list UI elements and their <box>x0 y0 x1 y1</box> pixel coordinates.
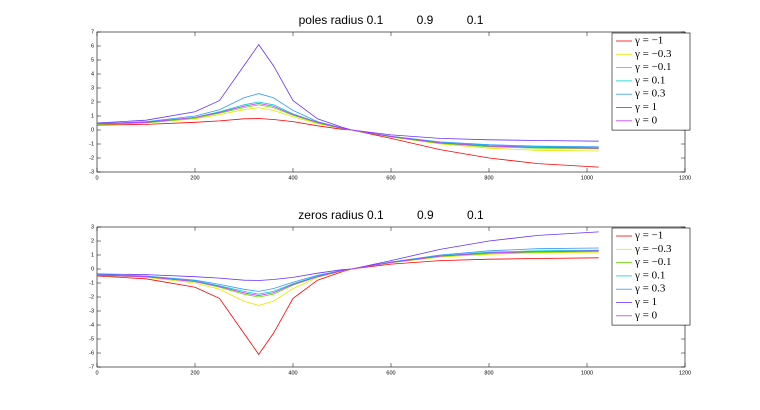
x-tick-label: 400 <box>288 370 297 376</box>
x-tick-label: 800 <box>484 370 493 376</box>
y-tick-label: 6 <box>91 43 94 49</box>
x-tick-label: 0 <box>95 370 98 376</box>
legend-label: γ = −0.1 <box>634 61 672 73</box>
y-tick-label: 4 <box>91 71 94 77</box>
x-tick-label: 1000 <box>581 175 593 181</box>
x-tick-label: 1200 <box>679 175 691 181</box>
y-tick-label: -2 <box>89 294 94 300</box>
x-tick-label: 600 <box>386 370 395 376</box>
y-tick-label: -5 <box>89 336 94 342</box>
legend-label: γ = 1 <box>634 296 657 308</box>
legend-box <box>611 227 691 326</box>
legend-box <box>611 32 691 131</box>
y-tick-label: 2 <box>91 238 94 244</box>
legend-label: γ = 0 <box>634 114 658 126</box>
y-tick-label: 2 <box>91 99 94 105</box>
line-series <box>96 43 599 142</box>
legend-label: γ = 0.1 <box>634 269 665 281</box>
legend-label: γ = 0.1 <box>634 74 665 86</box>
legend-label: γ = 1 <box>634 101 657 113</box>
x-tick-label: 600 <box>386 175 395 181</box>
legend-label: γ = −1 <box>634 230 663 242</box>
line-series <box>96 118 599 168</box>
legend-label: γ = 0.3 <box>634 88 666 100</box>
y-tick-label: -4 <box>89 322 94 328</box>
chart-title: poles radius 0.1 0.9 0.1 <box>299 13 484 27</box>
line-series <box>96 231 599 281</box>
legend-label: γ = −0.3 <box>634 48 672 60</box>
line-series <box>96 250 599 297</box>
line-series <box>96 93 599 148</box>
x-tick-label: 0 <box>95 175 98 181</box>
x-tick-label: 400 <box>288 175 297 181</box>
x-tick-label: 1200 <box>679 370 691 376</box>
y-tick-label: -3 <box>89 169 94 175</box>
x-tick-label: 800 <box>484 175 493 181</box>
line-series <box>96 251 599 306</box>
y-tick-label: -7 <box>89 364 94 370</box>
y-tick-label: -3 <box>89 308 94 314</box>
x-tick-label: 200 <box>190 370 199 376</box>
line-series <box>96 249 599 295</box>
y-tick-label: 3 <box>91 85 94 91</box>
line-series <box>96 102 599 149</box>
y-tick-label: 0 <box>91 127 94 133</box>
x-tick-label: 200 <box>190 175 199 181</box>
y-tick-label: -1 <box>89 141 94 147</box>
y-tick-label: -2 <box>89 155 94 161</box>
x-tick-label: 1000 <box>581 370 593 376</box>
legend-label: γ = −0.1 <box>634 256 672 268</box>
legend-label: γ = 0.3 <box>634 283 666 295</box>
line-series <box>96 257 599 356</box>
y-tick-label: 1 <box>91 113 94 119</box>
y-tick-label: 7 <box>91 29 94 35</box>
line-series <box>96 247 599 292</box>
line-series <box>96 104 599 150</box>
legend-label: γ = −0.3 <box>634 243 672 255</box>
y-tick-label: -6 <box>89 350 94 356</box>
y-tick-label: 5 <box>91 57 94 63</box>
y-tick-label: 0 <box>91 266 94 272</box>
line-series <box>96 107 599 152</box>
legend-label: γ = 0 <box>634 309 658 321</box>
legend-label: γ = −1 <box>634 35 663 47</box>
chart-title: zeros radius 0.1 0.9 0.1 <box>298 208 484 222</box>
y-tick-label: -1 <box>89 280 94 286</box>
y-tick-label: 3 <box>91 224 94 230</box>
y-tick-label: 1 <box>91 252 94 258</box>
